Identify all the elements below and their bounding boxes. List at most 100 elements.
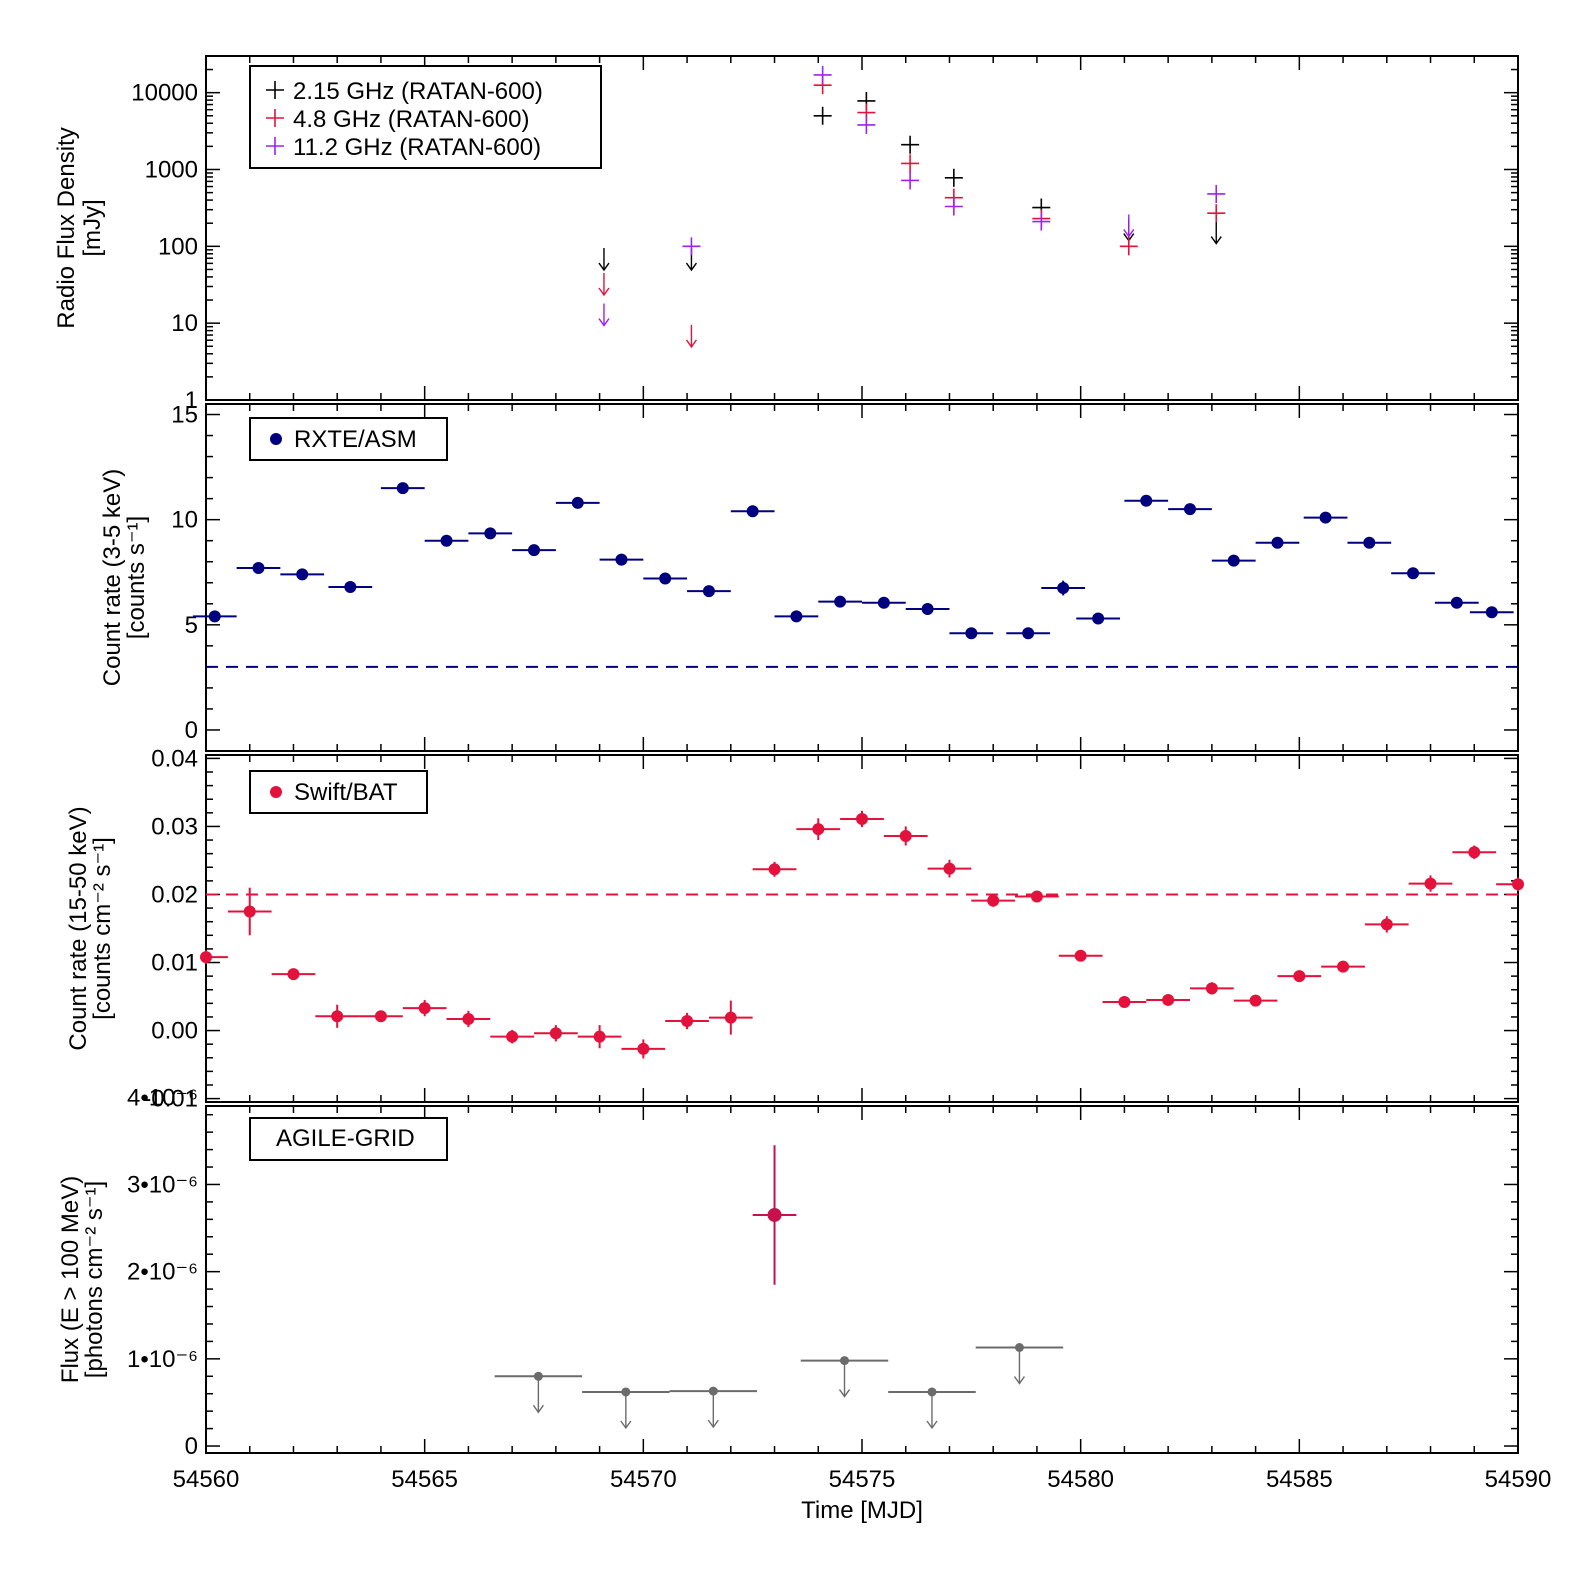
bat-point xyxy=(724,1011,737,1024)
legend-label: 2.15 GHz (RATAN-600) xyxy=(293,78,543,105)
x-tick-label: 54585 xyxy=(1266,1466,1333,1493)
y-tick-label: 1•10⁻⁶ xyxy=(127,1346,198,1373)
legend-label: AGILE-GRID xyxy=(276,1125,415,1152)
asm-point xyxy=(440,534,453,547)
y-axis-label: Radio Flux Density xyxy=(53,127,80,328)
y-axis-unit: [counts s⁻¹] xyxy=(123,516,150,639)
bat-point xyxy=(1293,970,1306,983)
radio-upper-limit xyxy=(598,318,610,327)
bat-point xyxy=(1205,982,1218,995)
bat-point xyxy=(331,1010,344,1023)
asm-point xyxy=(484,527,497,540)
y-tick-label: 2•10⁻⁶ xyxy=(127,1259,198,1286)
radio-upper-limit xyxy=(598,262,610,272)
y-tick-label: 10 xyxy=(171,310,198,337)
asm-point xyxy=(1450,596,1463,609)
y-tick-label: 0.04 xyxy=(151,745,198,772)
legend-label: RXTE/ASM xyxy=(294,426,417,453)
bat-point xyxy=(287,968,300,981)
asm-point xyxy=(208,610,221,623)
bat-point xyxy=(681,1015,694,1028)
agile-detection xyxy=(767,1207,782,1222)
asm-point xyxy=(252,562,265,575)
asm-point xyxy=(296,568,309,581)
asm-point xyxy=(528,544,540,557)
legend-label: 4.8 GHz (RATAN-600) xyxy=(293,106,530,133)
y-tick-label: -0.01 xyxy=(143,1086,198,1113)
x-tick-label: 54590 xyxy=(1485,1466,1552,1493)
data-layer xyxy=(192,65,1524,1430)
legend-box xyxy=(249,65,602,169)
x-axis-label: Time [MJD] xyxy=(801,1497,923,1524)
legend-marker xyxy=(270,433,282,445)
asm-point xyxy=(1022,627,1035,640)
bat-point xyxy=(1380,918,1393,931)
bat-point xyxy=(987,894,1000,907)
bat-point xyxy=(1337,960,1350,973)
y-axis-label: Count rate (15-50 keV) xyxy=(65,806,92,1050)
y-axis-unit: [counts cm⁻² s⁻¹] xyxy=(89,837,116,1020)
y-tick-label: 15 xyxy=(171,402,198,429)
bat-point xyxy=(1249,994,1262,1007)
y-tick-label: 4•10⁻⁶ xyxy=(127,1084,198,1111)
legend-box xyxy=(249,417,448,461)
bat-point xyxy=(943,862,956,875)
x-tick-label: 54565 xyxy=(391,1466,458,1493)
radio-upper-limit xyxy=(685,339,698,349)
y-axis-label: Count rate (3-5 keV) xyxy=(99,469,126,686)
y-axis-label: Flux (E > 100 MeV) xyxy=(57,1176,84,1383)
bat-point xyxy=(1424,877,1437,890)
bat-point xyxy=(200,951,212,964)
agile-upper-limit-arrow xyxy=(532,1404,544,1414)
asm-point xyxy=(702,585,715,598)
y-tick-label: 100 xyxy=(158,233,198,260)
asm-point xyxy=(1184,503,1196,516)
agile-upper-limit-arrow xyxy=(620,1420,632,1430)
y-axis-unit: [photons cm⁻² s⁻¹] xyxy=(81,1181,108,1378)
bat-point xyxy=(1074,949,1087,962)
bat-point xyxy=(243,905,256,918)
y-tick-label: 5 xyxy=(185,612,198,639)
bat-point xyxy=(593,1030,606,1043)
asm-point xyxy=(1407,567,1420,580)
y-axis-unit: [mJy] xyxy=(79,199,106,256)
asm-point xyxy=(1140,494,1153,507)
y-tick-label: 3•10⁻⁶ xyxy=(127,1171,198,1198)
asm-point xyxy=(659,572,672,585)
y-tick-label: 0.03 xyxy=(151,813,198,840)
radio-upper-limit xyxy=(685,262,698,272)
asm-point xyxy=(877,596,890,609)
asm-point xyxy=(1363,536,1376,549)
bat-point xyxy=(1162,993,1175,1006)
legend-label: Swift/BAT xyxy=(294,779,398,806)
x-tick-label: 54575 xyxy=(829,1466,896,1493)
asm-point xyxy=(965,627,978,640)
y-tick-label: 0 xyxy=(185,717,198,744)
legend-box xyxy=(249,1117,448,1161)
asm-point xyxy=(921,603,934,616)
radio-upper-limit xyxy=(1210,236,1222,245)
bat-point xyxy=(506,1030,519,1043)
y-tick-label: 0.00 xyxy=(151,1018,198,1045)
asm-point xyxy=(1485,606,1498,619)
asm-point xyxy=(1319,511,1332,524)
legend-marker xyxy=(270,786,282,798)
asm-point xyxy=(1271,536,1284,549)
radio-upper-limit xyxy=(598,287,610,297)
bat-point xyxy=(374,1010,387,1023)
y-tick-label: 0 xyxy=(185,1433,198,1460)
y-tick-label: 0.02 xyxy=(151,881,198,908)
agile-upper-limit-arrow xyxy=(838,1389,851,1398)
bat-point xyxy=(1030,890,1043,903)
asm-point xyxy=(746,505,759,518)
asm-point xyxy=(344,580,357,593)
x-tick-label: 54560 xyxy=(173,1466,240,1493)
legend-label: 11.2 GHz (RATAN-600) xyxy=(293,134,541,161)
bat-point xyxy=(812,823,825,836)
x-tick-label: 54580 xyxy=(1047,1466,1114,1493)
agile-upper-limit-arrow xyxy=(926,1420,938,1430)
bat-point xyxy=(768,863,781,876)
asm-point xyxy=(790,610,803,623)
